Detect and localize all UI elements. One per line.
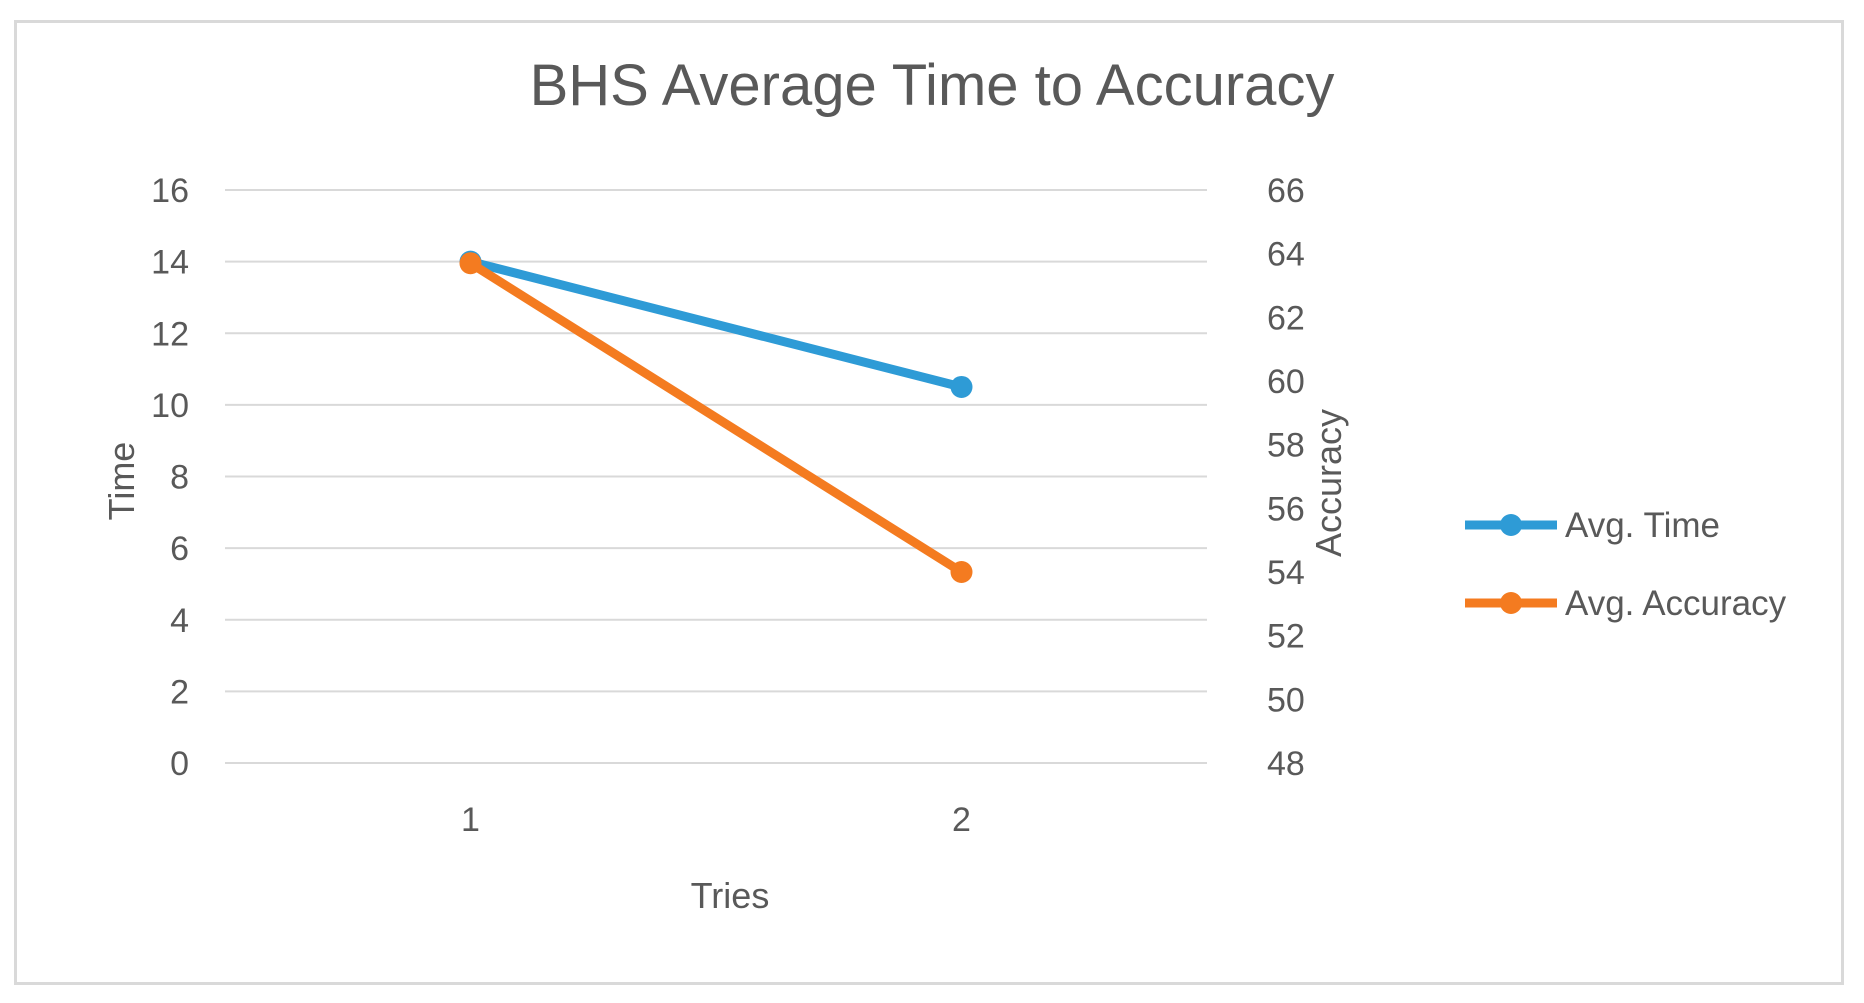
left-axis-title: Time: [101, 442, 142, 521]
legend-label: Avg. Time: [1565, 506, 1720, 545]
right-tick-label: 56: [1267, 490, 1305, 528]
chart-svg: BHS Average Time to Accuracy 02468101214…: [101, 53, 1787, 916]
left-tick-label: 2: [170, 673, 189, 711]
right-tick-label: 60: [1267, 363, 1305, 401]
gridlines: [225, 189, 1207, 764]
series-line: [466, 258, 966, 577]
legend-marker: [1500, 592, 1522, 614]
data-point: [459, 252, 482, 275]
right-tick-label: 52: [1267, 618, 1305, 656]
x-tick-label: 1: [461, 801, 480, 839]
right-tick-label: 62: [1267, 299, 1305, 337]
chart-frame: BHS Average Time to Accuracy 0 2 4 6 8 10 12 14…: [14, 20, 1844, 985]
data-point: [950, 561, 973, 583]
left-axis-ticks: 0 2 4 6 8 10 12 14 16: [151, 172, 189, 783]
right-tick-label: 50: [1267, 681, 1305, 719]
left-tick-label: 12: [151, 315, 189, 353]
chart-title: BHS Average Time to Accuracy: [530, 53, 1335, 118]
legend-label: Avg. Accuracy: [1565, 584, 1787, 623]
right-axis-title: Accuracy: [1308, 409, 1349, 557]
left-tick-label: 6: [170, 530, 189, 568]
x-tick-label: 2: [952, 801, 971, 839]
left-tick-label: 8: [170, 459, 189, 497]
left-tick-label: 10: [151, 387, 189, 425]
x-axis-title: Tries: [691, 875, 770, 916]
series-line: [466, 257, 966, 392]
left-tick-label: 16: [151, 172, 189, 210]
legend: Avg. Time Avg. Accuracy: [1465, 506, 1787, 623]
right-tick-label: 64: [1267, 236, 1305, 274]
right-tick-label: 58: [1267, 427, 1305, 465]
legend-marker: [1500, 514, 1522, 536]
right-tick-label: 66: [1267, 172, 1305, 210]
right-axis-ticks: 48 50 52 54 56 58 60 62 64 66: [1267, 172, 1305, 783]
left-tick-label: 14: [151, 244, 189, 282]
data-point: [950, 375, 973, 398]
right-tick-label: 48: [1267, 745, 1305, 783]
series-layer: [459, 250, 973, 583]
right-tick-label: 54: [1267, 554, 1305, 592]
left-tick-label: 4: [170, 602, 189, 640]
left-tick-label: 0: [170, 745, 189, 783]
